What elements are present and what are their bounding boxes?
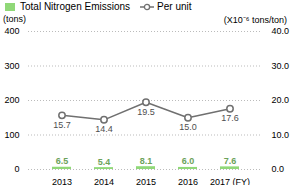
svg-text:5.4: 5.4	[98, 157, 111, 167]
html-text:Per unit: Per unit	[157, 1, 192, 12]
svg-text:10.0: 10.0	[272, 130, 290, 140]
svg-text:6.5: 6.5	[56, 156, 69, 166]
svg-text:0.0: 0.0	[272, 164, 285, 174]
svg-text:300: 300	[4, 61, 19, 71]
svg-text:0: 0	[14, 164, 19, 174]
html-text:(X10⁻⁶ tons/ton): (X10⁻⁶ tons/ton)	[223, 14, 287, 25]
svg-text:15.0: 15.0	[179, 122, 197, 132]
svg-text:2016: 2016	[178, 177, 198, 185]
svg-text:2013: 2013	[52, 177, 72, 185]
svg-text:6.0: 6.0	[182, 156, 195, 166]
svg-text:19.5: 19.5	[137, 107, 155, 117]
svg-text:30.0: 30.0	[272, 61, 290, 71]
svg-text:2015: 2015	[136, 177, 156, 185]
svg-text:14.4: 14.4	[95, 124, 113, 134]
html-text:(tons): (tons)	[3, 14, 26, 24]
svg-text:20.0: 20.0	[272, 95, 290, 105]
svg-text:400: 400	[4, 26, 19, 36]
svg-text:8.1: 8.1	[140, 156, 153, 166]
svg-text:2014: 2014	[94, 177, 114, 185]
svg-text:15.7: 15.7	[53, 120, 71, 130]
svg-text:40.0: 40.0	[272, 26, 290, 36]
svg-text:100: 100	[4, 130, 19, 140]
svg-text:200: 200	[4, 95, 19, 105]
svg-text:7.6: 7.6	[224, 156, 237, 166]
svg-text:2017 (FY): 2017 (FY)	[210, 177, 250, 185]
html-text:Total Nitrogen Emissions: Total Nitrogen Emissions	[20, 1, 130, 12]
svg-text:17.6: 17.6	[221, 113, 239, 123]
